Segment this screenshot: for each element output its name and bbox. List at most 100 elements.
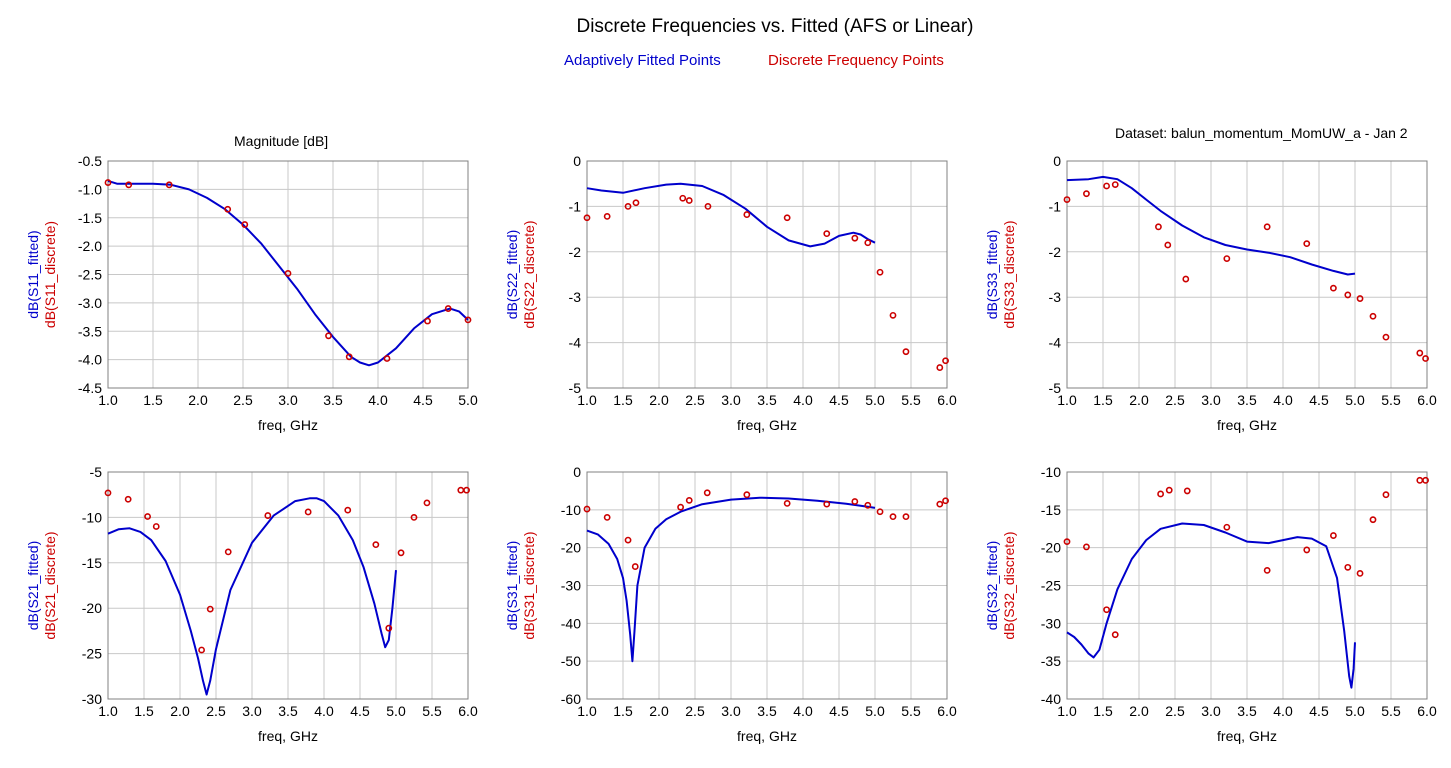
discrete-point: [1223, 255, 1231, 263]
discrete-point: [1183, 487, 1191, 495]
discrete-point: [936, 364, 944, 371]
y-axis-label-discrete: dB(S31_discrete): [521, 531, 537, 639]
discrete-point: [304, 508, 312, 516]
discrete-point: [463, 486, 470, 494]
discrete-point: [851, 498, 859, 505]
discrete-point: [1063, 196, 1071, 203]
discrete-point: [206, 605, 214, 613]
plot-frame: [1066, 471, 1428, 700]
x-tick-label: 3.5: [757, 392, 777, 408]
discrete-point: [1369, 312, 1377, 320]
x-axis-label: freq, GHz: [737, 417, 797, 433]
x-tick-label: 5.0: [458, 392, 478, 408]
discrete-point: [864, 501, 872, 509]
x-tick-label: 3.5: [1237, 703, 1257, 719]
discrete-point: [1303, 546, 1311, 554]
x-tick-label: 4.5: [413, 392, 433, 408]
y-tick-label: -3: [569, 289, 582, 305]
discrete-point: [1083, 543, 1090, 551]
x-tick-label: 1.0: [98, 392, 118, 408]
y-tick-label: -10: [1041, 464, 1061, 480]
legend-fitted: Adaptively Fitted Points: [564, 52, 721, 69]
discrete-point: [125, 181, 133, 189]
y-tick-label: -15: [1041, 502, 1061, 518]
plot-frame: [107, 160, 469, 389]
discrete-point: [889, 311, 897, 319]
discrete-point: [198, 646, 205, 654]
discrete-point: [1416, 349, 1424, 357]
y-tick-label: -10: [82, 509, 102, 525]
discrete-point: [385, 624, 393, 632]
x-tick-label: 1.5: [134, 703, 154, 719]
discrete-point: [144, 513, 151, 520]
x-tick-label: 2.0: [1129, 703, 1149, 719]
discrete-point: [902, 513, 910, 521]
discrete-point: [603, 212, 611, 220]
x-axis-label: freq, GHz: [258, 417, 318, 433]
plot-s11: 1.0 1.5 2.0 2.5 3.0 3.5 4.0 4.5 5.0 -0.5 -1.0 -1.5 -…: [25, 153, 478, 433]
discrete-point: [284, 269, 292, 277]
y-tick-label: -2.5: [78, 267, 102, 283]
x-tick-label: 5.5: [422, 703, 442, 719]
discrete-point: [241, 221, 249, 228]
discrete-point: [424, 317, 431, 325]
discrete-point: [1164, 241, 1172, 249]
x-tick-label: 3.0: [1201, 392, 1221, 408]
y-tick-label: -2.0: [78, 238, 102, 254]
discrete-point: [783, 214, 791, 222]
plot-s31: 1.0 1.5 2.0 2.5 3.0 3.5 4.0 4.5 5.0 5.5 6.0 0 -10 -20…: [504, 464, 957, 744]
discrete-point: [632, 199, 640, 207]
chart-title: Discrete Frequencies vs. Fitted (AFS or …: [576, 16, 974, 37]
y-tick-label: -2: [569, 244, 582, 260]
y-tick-label: -30: [82, 691, 102, 707]
x-tick-label: 1.0: [1057, 392, 1077, 408]
discrete-point: [902, 348, 910, 356]
y-axis-label-discrete: dB(S21_discrete): [42, 531, 58, 639]
discrete-point: [344, 506, 352, 514]
discrete-point: [679, 194, 687, 202]
discrete-point: [823, 230, 831, 238]
y-tick-label: -60: [561, 691, 581, 707]
x-tick-label: 4.5: [829, 392, 849, 408]
discrete-point: [1165, 486, 1173, 494]
discrete-point: [685, 496, 693, 504]
x-tick-label: 4.0: [1273, 703, 1293, 719]
discrete-point: [1063, 538, 1071, 546]
y-tick-label: -4.5: [78, 380, 102, 396]
y-axis-label-discrete: dB(S33_discrete): [1001, 220, 1017, 328]
discrete-point: [152, 523, 160, 530]
y-tick-label: -5: [1049, 380, 1062, 396]
discrete-point: [1356, 569, 1364, 577]
x-tick-label: 1.5: [1093, 703, 1113, 719]
discrete-point: [397, 549, 405, 557]
x-tick-label: 2.5: [206, 703, 226, 719]
y-tick-label: -20: [1041, 540, 1061, 556]
x-tick-label: 2.0: [170, 703, 190, 719]
x-tick-label: 1.0: [577, 392, 597, 408]
x-tick-label: 2.5: [1165, 703, 1185, 719]
y-tick-label: -5: [90, 464, 103, 480]
y-tick-label: -35: [1041, 653, 1061, 669]
legend-discrete: Discrete Frequency Points: [768, 52, 944, 69]
discrete-point: [624, 202, 632, 210]
y-tick-label: 0: [573, 464, 581, 480]
x-tick-label: 5.5: [901, 703, 921, 719]
y-tick-label: -3.0: [78, 295, 102, 311]
x-axis-label: freq, GHz: [1217, 728, 1277, 744]
y-axis-label-fitted: dB(S11_fitted): [25, 230, 41, 318]
y-tick-label: -4: [569, 335, 582, 351]
x-tick-label: 5.5: [901, 392, 921, 408]
x-tick-label: 2.5: [685, 392, 705, 408]
x-tick-label: 6.0: [1417, 703, 1437, 719]
y-tick-label: -40: [561, 615, 581, 631]
x-tick-label: 4.5: [350, 703, 370, 719]
x-tick-label: 1.0: [98, 703, 118, 719]
discrete-point: [1303, 240, 1311, 248]
y-axis-label-fitted: dB(S31_fitted): [504, 541, 520, 631]
discrete-point: [224, 205, 232, 213]
x-tick-label: 1.5: [143, 392, 163, 408]
x-tick-label: 6.0: [1417, 392, 1437, 408]
x-tick-label: 3.5: [757, 703, 777, 719]
discrete-point: [1263, 223, 1271, 231]
y-tick-label: 0: [1053, 153, 1061, 169]
